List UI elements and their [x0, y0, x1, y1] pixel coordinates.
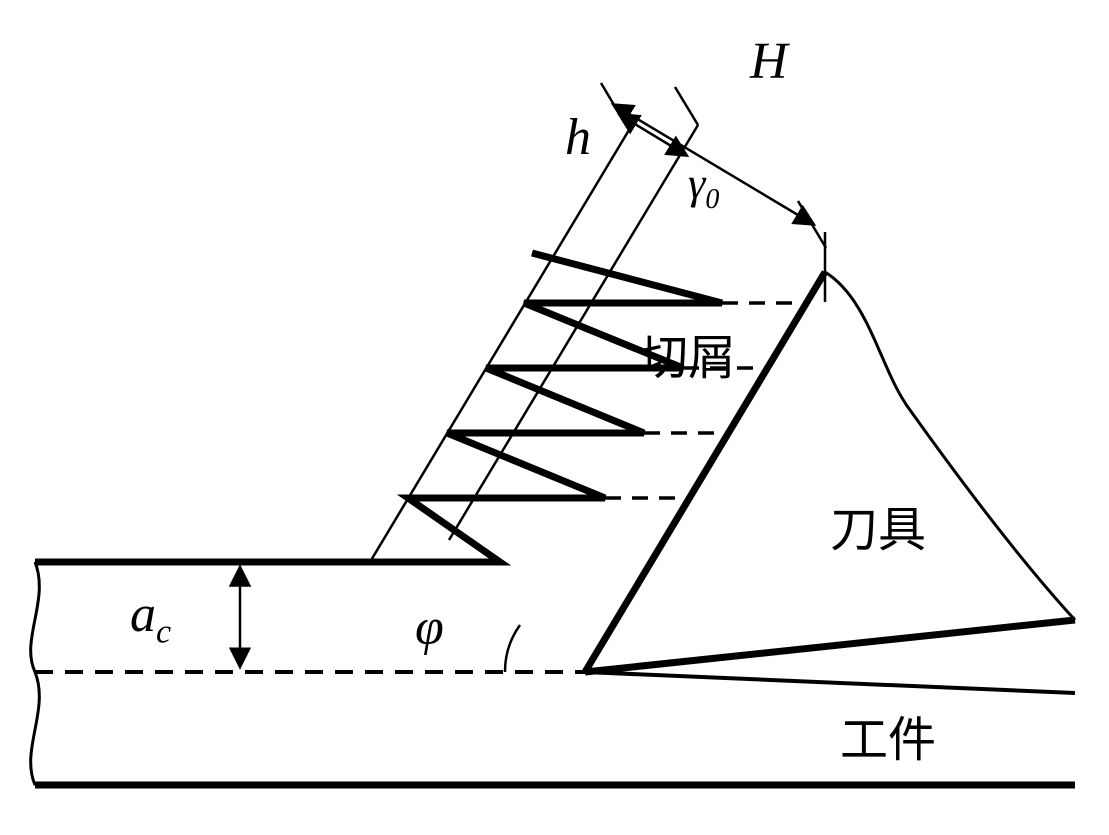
gamma-symbol: γ: [688, 159, 705, 208]
label-h: h: [565, 108, 591, 167]
label-tool: 刀具: [830, 490, 926, 560]
cutting-diagram: [0, 0, 1109, 835]
ac-symbol: a: [130, 586, 156, 643]
label-workpiece: 工件: [840, 700, 936, 770]
ac-sub: c: [156, 613, 171, 650]
label-H: H: [750, 32, 788, 91]
label-ac: ac: [130, 585, 171, 651]
chip: [370, 125, 807, 562]
angle-phi: [505, 625, 520, 672]
label-phi: φ: [415, 598, 444, 657]
gamma-sub: 0: [705, 184, 719, 215]
label-gamma: γ0: [688, 158, 719, 216]
label-chip: 切屑: [640, 318, 736, 388]
